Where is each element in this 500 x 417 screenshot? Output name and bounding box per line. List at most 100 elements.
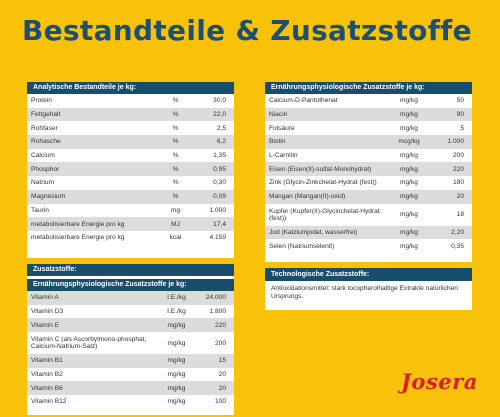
row-name: L-Carnitin [269,152,298,160]
row-value: 2,5 [216,124,226,132]
page-title: Bestandteile & Zusatzstoffe [22,14,472,47]
analytics-panel: Analytische Bestandteile je kg: Protein%… [27,82,234,258]
row-name: Natrium [31,179,55,187]
row-unit: % [172,179,179,187]
row-name: Jod (Kalziumjodat, wasserfrei) [265,225,386,240]
row-value: 18 [456,211,464,218]
table-row: Taurin mg 1.000 [27,204,234,218]
table-row: Mangan (Mangan(II)-oxid) mg/kg 20 [265,189,472,204]
row-value: 220 [195,318,234,333]
row-unit: kcal [169,234,182,242]
row-unit: mcg/kg [386,135,431,149]
row-name: Protein [31,97,52,105]
row-name: Calcium-D-Pantothenat [269,97,338,105]
row-unit: % [172,152,179,160]
row-name: Fettgehalt [27,107,159,122]
row-value: 24.000 [195,291,234,305]
row-value: 1,35 [213,152,226,160]
brand-logo: Josera [401,369,478,394]
row-unit: % [172,97,179,105]
row-value: 15 [195,354,234,368]
table-row: metabolisierbare Energie pro kg kcal 4.159 [27,231,234,245]
table-row: Rohfaser% 2,5 [27,121,234,135]
table-row: Magnesium% 0,09 [27,189,234,204]
row-unit: mg/kg [400,124,418,132]
row-unit: mg/kg [167,398,186,406]
row-value: 5 [460,124,464,132]
row-name: Vitamin B12 [31,398,67,406]
table-row: Eisen (Eisen(II)-sulfat-Monohydrat) mg/kg… [265,162,472,177]
table-row: Calcium% 1,35 [27,149,234,163]
row-name: Phosphor [27,162,159,177]
row-unit: MJ [159,217,191,231]
row-value: 220 [431,162,472,177]
row-unit: % [159,162,191,177]
row-name: Vitamin B6 [27,381,157,396]
row-name: Vitamin E [27,318,157,333]
row-unit: mg/kg [400,211,418,218]
row-value: 0,09 [191,189,234,204]
row-name: Selen (Natriumselenit) [269,242,335,250]
row-name: Rohasche [27,135,159,149]
row-value: 1.000 [431,135,472,149]
row-name: metabolisierbare Energie pro kg [27,217,159,231]
row-value: 1.800 [209,308,226,316]
row-value: 30,0 [213,97,226,105]
row-name: Vitamin C (als Ascorbylmono-phosphat, Ca… [31,336,147,351]
row-unit: mg/kg [400,152,418,160]
row-value: 90 [431,107,472,122]
row-unit: mg/kg [386,225,431,240]
row-value: 4.159 [209,234,226,242]
additives-header: Zusatzstoffe: [27,264,234,276]
table-row: Vitamin D3 I.E./kg 1.800 [27,305,234,319]
row-name: Niacin [265,107,386,122]
row-unit: mg/kg [400,242,418,250]
row-value: 20 [431,189,472,204]
analytics-header: Analytische Bestandteile je kg: [27,82,234,94]
row-unit: mg/kg [157,318,195,333]
row-name: Vitamin D3 [31,308,64,316]
row-value: 0,35 [451,242,464,250]
table-row: Protein% 30,0 [27,94,234,108]
row-value: 100 [214,398,226,406]
table-row: Vitamin C (als Ascorbylmono-phosphat, Ca… [27,332,234,354]
table-row: Selen (Natriumselenit) mg/kg 0,35 [265,239,472,253]
row-value: 0,30 [213,179,226,187]
table-row: Vitamin B12 mg/kg 100 [27,395,234,409]
nutrition-panel: Ernährungsphysiologische Zusatzstoffe je… [265,82,472,262]
nutrition-table: Calcium-D-Pantothenat mg/kg 50 Niacin mg/kg 9… [265,94,472,253]
technological-header: Technologische Zusatzstoffe: [265,268,472,281]
row-unit: mg/kg [400,179,418,187]
row-unit: mg/kg [157,381,195,396]
additives-table: Vitamin A I.E./kg 24.000 Vitamin D3 I.E./kg 1… [27,291,234,409]
technological-panel: Technologische Zusatzstoffe: Antioxidati… [265,268,472,310]
row-name: Folsäure [269,124,295,132]
row-value: 50 [456,97,464,105]
table-row: L-Carnitin mg/kg 200 [265,149,472,163]
table-row: Vitamin B2 mg/kg 20 [27,368,234,382]
row-unit: % [172,124,179,132]
row-value: 17,4 [191,217,234,231]
row-name: Kupfer (Kupfer(II)-Glycinchelat-Hydrat (… [269,207,380,222]
row-value: 200 [214,339,226,347]
row-name: Taurin [31,206,49,214]
row-name: Biotin [265,135,386,149]
table-row: Vitamin A I.E./kg 24.000 [27,291,234,305]
row-unit: mg/kg [157,354,195,368]
row-unit: mg/kg [386,107,431,122]
row-unit: I.E./kg [167,308,186,316]
table-row: Zink (Glycin-Zinkchelat-Hydrat (fest)) mg… [265,176,472,190]
row-unit: % [159,135,191,149]
table-row: Kupfer (Kupfer(II)-Glycinchelat-Hydrat (… [265,204,472,226]
table-row: Vitamin B6 mg/kg 20 [27,381,234,396]
row-name: Magnesium [27,189,159,204]
table-row: Phosphor% 0,95 [27,162,234,177]
row-name: Eisen (Eisen(II)-sulfat-Monohydrat) [265,162,386,177]
nutrition-header: Ernährungsphysiologische Zusatzstoffe je… [265,82,472,94]
row-value: 0,95 [191,162,234,177]
additives-panel: Zusatzstoffe: Ernährungsphysiologische Z… [27,264,234,415]
row-unit: % [159,107,191,122]
row-unit: mg/kg [167,371,186,379]
table-row: Biotin mcg/kg 1.000 [265,135,472,149]
row-unit: mg/kg [386,162,431,177]
